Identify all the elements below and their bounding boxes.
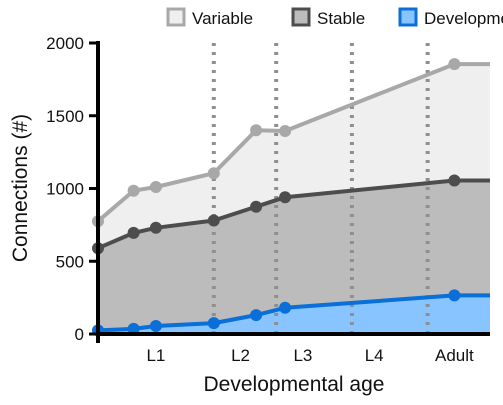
data-point-variable [207,167,220,180]
legend-label-stable: Stable [317,9,365,28]
x-tick-label: L1 [146,346,165,365]
data-point-stable [127,226,140,239]
x-tick-label: L4 [365,346,384,365]
data-point-variable [448,58,461,71]
legend-swatch-variable [166,7,186,27]
x-tick-label: L2 [231,346,250,365]
y-tick-label: 500 [56,252,84,271]
legend-label-variable: Variable [192,9,253,28]
data-point-stable [149,221,162,234]
x-tick-label: L3 [293,346,312,365]
y-tick-label: 2000 [46,34,84,53]
y-tick-label: 1500 [46,107,84,126]
y-tick-label: 1000 [46,180,84,199]
legend-label-developmental: Developmental [424,9,503,28]
data-point-developmental [448,289,461,302]
x-tick-label: Adult [435,346,474,365]
y-axis-title: Connections (#) [9,114,32,262]
data-point-stable [279,191,292,204]
axes [89,41,490,343]
data-point-developmental [279,301,292,314]
area-fills [98,64,490,334]
series-points [92,58,461,337]
legend-swatch-developmental [398,7,418,27]
data-point-stable [207,214,220,227]
data-point-stable [448,174,461,187]
data-point-stable [250,200,263,213]
data-point-variable [250,124,263,137]
y-tick-label: 0 [75,325,84,344]
data-point-variable [279,125,292,137]
tick-labels: 0 500 1000 1500 2000 L1 L2 L3 L4 Adult [46,34,474,365]
data-point-variable [127,184,140,197]
area-fill-stable [98,180,490,334]
legend-swatch-stable [291,7,311,27]
data-point-variable [149,181,162,193]
data-point-developmental [207,317,220,330]
data-point-developmental [127,322,140,335]
data-point-developmental [149,320,162,332]
legend: Variable Stable Developmental [166,7,503,28]
stage-boundary-lines [211,43,430,334]
x-axis-title: Developmental age [204,373,385,396]
data-point-developmental [250,309,263,322]
